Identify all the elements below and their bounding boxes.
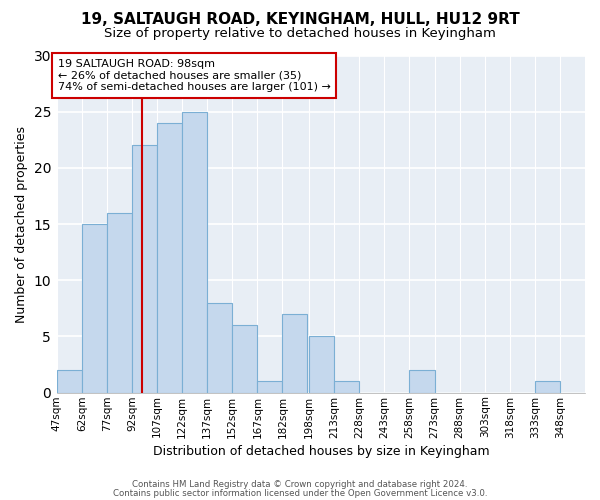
Bar: [309, 336, 334, 392]
Bar: [257, 382, 283, 392]
Bar: [409, 370, 434, 392]
Bar: [283, 314, 307, 392]
Bar: [182, 112, 207, 392]
Text: Contains public sector information licensed under the Open Government Licence v3: Contains public sector information licen…: [113, 488, 487, 498]
Bar: [132, 146, 157, 392]
Text: 19, SALTAUGH ROAD, KEYINGHAM, HULL, HU12 9RT: 19, SALTAUGH ROAD, KEYINGHAM, HULL, HU12…: [80, 12, 520, 28]
Text: Contains HM Land Registry data © Crown copyright and database right 2024.: Contains HM Land Registry data © Crown c…: [132, 480, 468, 489]
Bar: [157, 123, 182, 392]
Bar: [232, 325, 257, 392]
Bar: [57, 370, 82, 392]
Bar: [107, 213, 132, 392]
Bar: [334, 382, 359, 392]
Text: 19 SALTAUGH ROAD: 98sqm
← 26% of detached houses are smaller (35)
74% of semi-de: 19 SALTAUGH ROAD: 98sqm ← 26% of detache…: [58, 59, 331, 92]
Bar: [207, 302, 232, 392]
X-axis label: Distribution of detached houses by size in Keyingham: Distribution of detached houses by size …: [152, 444, 489, 458]
Bar: [82, 224, 107, 392]
Y-axis label: Number of detached properties: Number of detached properties: [15, 126, 28, 322]
Text: Size of property relative to detached houses in Keyingham: Size of property relative to detached ho…: [104, 28, 496, 40]
Bar: [535, 382, 560, 392]
